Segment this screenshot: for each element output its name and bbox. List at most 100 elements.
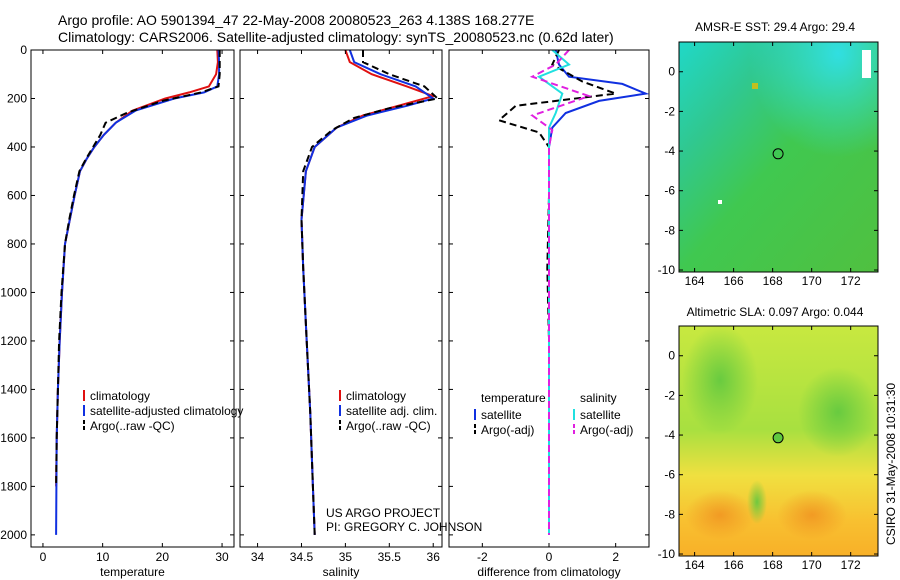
series-line-climatology — [300, 50, 437, 535]
y-tick-label: 600 — [7, 188, 27, 202]
sla-map-argo-marker — [772, 432, 784, 444]
legend-label: satellite adj. clim. — [346, 404, 437, 418]
map-y-tick-label: -2 — [664, 104, 675, 118]
y-tick-label: 1400 — [0, 382, 27, 396]
series-line-argo-raw-qc — [55, 50, 221, 487]
x-tick-label: 35.5 — [378, 550, 402, 564]
map-x-tick-label: 166 — [724, 558, 744, 572]
y-tick-label: 1200 — [0, 334, 27, 348]
sst-map-title: AMSR-E SST: 29.4 Argo: 29.4 — [695, 20, 855, 34]
header-line-2: Climatology: CARS2006. Satellite-adjuste… — [58, 29, 614, 45]
series-line-satellite-adj-clim — [300, 50, 436, 535]
temperature-panel: 0 200 400 600 800 1000 1200 1400 1600 1800 2000 0 10… — [0, 43, 243, 579]
credit-pi: PI: GREGORY C. JOHNSON — [326, 520, 482, 534]
map-y-tick-label: -8 — [664, 507, 675, 521]
y-tick-label: 2000 — [0, 528, 27, 542]
temperature-series — [55, 50, 221, 535]
header-line-1: Argo profile: AO 5901394_47 22-May-2008 … — [58, 12, 535, 28]
x-tick-label: 10 — [96, 550, 110, 564]
y-tick-label: 1000 — [0, 285, 27, 299]
difference-series — [496, 50, 649, 535]
sst-map-missing-pixel — [718, 200, 722, 204]
map-y-tick-label: -6 — [664, 184, 675, 198]
y-tick-label: 0 — [20, 43, 27, 57]
sla-map-high-southwest — [685, 490, 755, 540]
sla-map-high-southeast — [777, 490, 847, 540]
legend-title-salinity: salinity — [580, 391, 617, 405]
series-line-satellite-adjusted-climatology — [55, 50, 221, 535]
x-tick-label: 0 — [40, 550, 47, 564]
legend-label: Argo(..raw -QC) — [346, 419, 431, 433]
map-y-tick-label: 0 — [668, 65, 675, 79]
salinity-series — [300, 50, 440, 535]
sst-map-land-mask — [862, 50, 871, 78]
temperature-xlabel: temperature — [100, 565, 165, 579]
salinity-xlabel: salinity — [323, 565, 360, 579]
x-tick-label: 35 — [339, 550, 353, 564]
salinity-frame — [239, 49, 443, 548]
series-line-salinity-argo-adj — [529, 50, 593, 535]
series-line-salinity-satellite — [536, 50, 571, 535]
sst-map: AMSR-E SST: 29.4 Argo: 29.4 164 166 168 170… — [658, 20, 879, 288]
x-tick-label: 20 — [156, 550, 170, 564]
map-y-tick-label: -8 — [664, 223, 675, 237]
map-y-tick-label: -10 — [658, 547, 676, 561]
y-tick-label: 800 — [7, 237, 27, 251]
legend-label: satellite — [580, 408, 621, 422]
sla-map-title: Altimetric SLA: 0.097 Argo: 0.044 — [687, 305, 864, 319]
x-tick-label: 0 — [546, 550, 553, 564]
sla-map-low-north — [682, 325, 758, 435]
x-tick-label: 36 — [427, 550, 441, 564]
difference-legend: temperature salinitysatelliteArgo(-adj)sa… — [474, 391, 633, 437]
y-tick-label: 400 — [7, 140, 27, 154]
y-tick-label: 200 — [7, 91, 27, 105]
legend-label: satellite — [481, 408, 522, 422]
map-x-tick-label: 166 — [724, 274, 744, 288]
x-tick-label: 34.5 — [290, 550, 314, 564]
salinity-panel: 34 34.5 35 35.5 36 salinity climatologysatelli… — [239, 49, 443, 579]
credit-project: US ARGO PROJECT — [326, 506, 441, 520]
map-x-tick-label: 168 — [763, 274, 783, 288]
sst-map-warm-patch — [679, 42, 878, 272]
temperature-frame — [30, 49, 235, 548]
map-y-tick-label: -4 — [664, 428, 675, 442]
map-x-tick-label: 164 — [685, 558, 705, 572]
y-tick-label: 1800 — [0, 479, 27, 493]
series-line-temperature-satellite — [548, 50, 649, 535]
map-x-tick-label: 172 — [841, 274, 861, 288]
y-tick-label: 1600 — [0, 431, 27, 445]
map-x-tick-label: 164 — [685, 274, 705, 288]
legend-label: Argo(-adj) — [580, 423, 633, 437]
map-y-tick-label: -2 — [664, 388, 675, 402]
map-y-tick-label: -6 — [664, 468, 675, 482]
x-tick-label: 30 — [215, 550, 229, 564]
series-line-argo-raw-qc — [300, 50, 440, 535]
sst-map-frame — [678, 41, 879, 273]
legend-label: satellite-adjusted climatology — [90, 404, 243, 418]
difference-xlabel: difference from climatology — [477, 565, 620, 579]
map-y-tick-label: 0 — [668, 349, 675, 363]
map-x-tick-label: 170 — [802, 558, 822, 572]
sla-map-frame — [678, 325, 879, 557]
x-tick-label: 34 — [251, 550, 265, 564]
x-tick-label: -2 — [477, 550, 488, 564]
map-x-tick-label: 172 — [841, 558, 861, 572]
map-y-tick-label: -10 — [658, 263, 676, 277]
legend-label: Argo(-adj) — [481, 423, 534, 437]
legend-label: climatology — [90, 389, 150, 403]
map-x-tick-label: 168 — [763, 558, 783, 572]
legend-label: Argo(..raw -QC) — [90, 419, 175, 433]
sla-map-low-east — [798, 367, 878, 457]
map-x-tick-label: 170 — [802, 274, 822, 288]
x-tick-label: 2 — [612, 550, 619, 564]
sst-map-island — [752, 83, 758, 89]
sst-map-argo-marker — [772, 148, 784, 160]
legend-title-temperature: temperature — [481, 391, 546, 405]
legend-label: climatology — [346, 389, 406, 403]
map-y-tick-label: -4 — [664, 144, 675, 158]
credit-timestamp: CSIRO 31-May-2008 10:31:30 — [884, 383, 898, 545]
